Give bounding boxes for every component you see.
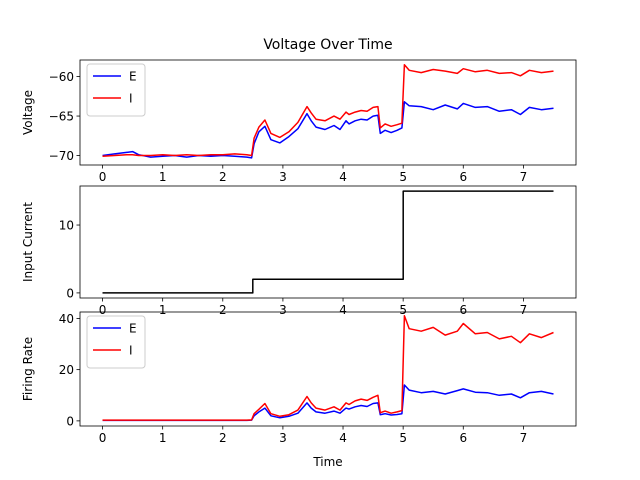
firing-rate-y-axis-label: Firing Rate: [21, 337, 35, 401]
firing-rate-series-line-e: [102, 384, 554, 422]
firing-rate-y-tick-label: 0: [66, 414, 74, 428]
voltage-x-tick-label: 2: [219, 170, 227, 184]
voltage-x-tick-label: 1: [159, 170, 167, 184]
voltage-axes-frame: [79, 59, 577, 166]
firing-rate-panel: 0 1 2 3 4 5 6 7 0 20 40 Firing Rate Time EI: [21, 311, 577, 469]
voltage-y-axis-label: Voltage: [21, 90, 35, 135]
input-current-x-tick-label: 6: [459, 303, 467, 317]
voltage-y-tick-label: −60: [49, 70, 74, 84]
firing-rate-y-tick-label: 20: [59, 363, 74, 377]
input-current-x-tick-label: 4: [339, 303, 347, 317]
firing-rate-legend-label-e: E: [129, 322, 137, 336]
firing-rate-x-tick-label: 3: [279, 431, 287, 445]
voltage-y-tick-label: −70: [49, 149, 74, 163]
input-current-x-tick-label: 3: [279, 303, 287, 317]
voltage-x-tick-label: 0: [99, 170, 107, 184]
voltage-panel: 0 1 2 3 4 5 6 7 −70 −65 −60 Voltage EI: [21, 59, 577, 184]
input-current-x-tick-label: 1: [159, 303, 167, 317]
firing-rate-legend: [86, 315, 146, 369]
input-current-x-tick-label: 2: [219, 303, 227, 317]
firing-rate-legend-label-i: I: [129, 344, 133, 358]
firing-rate-x-tick-label: 0: [99, 431, 107, 445]
input-current-axes-frame: [79, 185, 577, 299]
input-current-panel: 0 1 2 3 4 5 6 7 0 10 Input Current: [21, 185, 577, 317]
chart-title: Voltage Over Time: [263, 37, 392, 53]
input-current-x-tick-label: 5: [399, 303, 407, 317]
firing-rate-x-tick-label: 6: [459, 431, 467, 445]
input-current-x-tick-label: 0: [99, 303, 107, 317]
firing-rate-x-tick-label: 7: [520, 431, 528, 445]
firing-rate-x-tick-label: 1: [159, 431, 167, 445]
input-current-x-tick-label: 7: [520, 303, 528, 317]
voltage-x-tick-label: 5: [399, 170, 407, 184]
voltage-series-line-i: [102, 63, 554, 158]
input-current-series-line-current: [102, 190, 554, 294]
voltage-legend: [86, 63, 146, 117]
input-current-y-tick-label: 0: [66, 286, 74, 300]
firing-rate-x-tick-label: 5: [399, 431, 407, 445]
firing-rate-series-line-i: [102, 315, 554, 421]
input-current-y-tick-label: 10: [59, 219, 74, 233]
voltage-y-tick-label: −65: [49, 110, 74, 124]
voltage-x-tick-label: 7: [520, 170, 528, 184]
voltage-legend-label-i: I: [129, 92, 133, 106]
voltage-x-tick-label: 3: [279, 170, 287, 184]
input-current-y-axis-label: Input Current: [21, 202, 35, 282]
firing-rate-x-tick-label: 2: [219, 431, 227, 445]
voltage-legend-label-e: E: [129, 70, 137, 84]
firing-rate-y-tick-label: 40: [59, 312, 74, 326]
voltage-x-tick-label: 6: [459, 170, 467, 184]
voltage-x-tick-label: 4: [339, 170, 347, 184]
firing-rate-x-axis-label: Time: [312, 455, 342, 469]
firing-rate-x-tick-label: 4: [339, 431, 347, 445]
firing-rate-axes-frame: [79, 311, 577, 427]
